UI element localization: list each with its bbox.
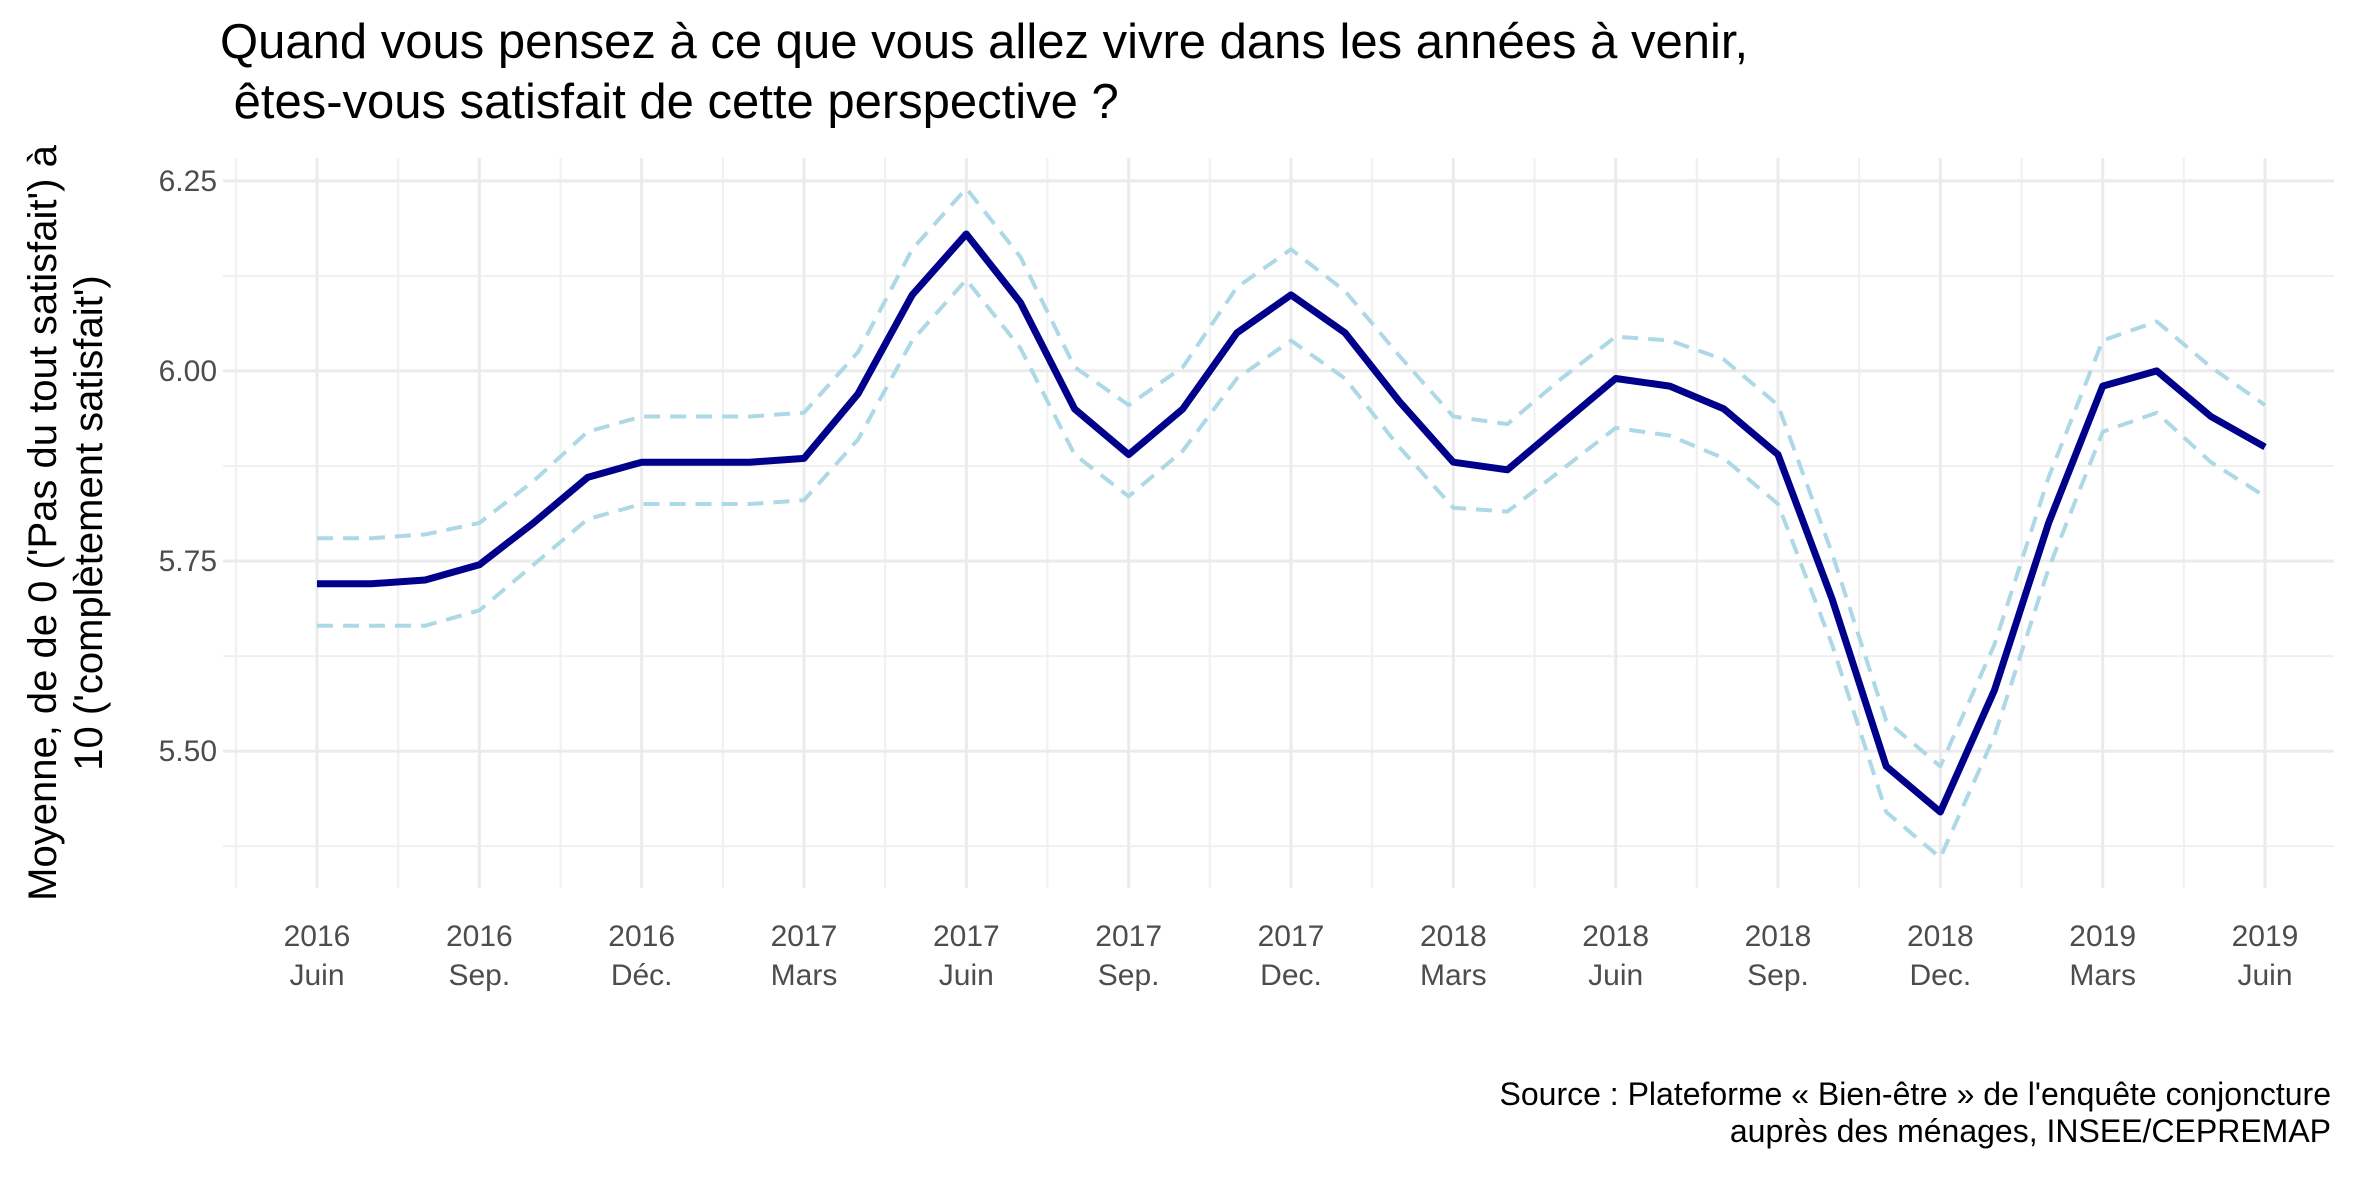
x-tick-month: Juin bbox=[2237, 959, 2292, 992]
x-tick-year: 2018 bbox=[1745, 920, 1812, 953]
x-tick-label: 2017 Dec. bbox=[1258, 920, 1325, 992]
x-tick-year: 2017 bbox=[771, 920, 838, 953]
x-tick-year: 2018 bbox=[1420, 920, 1487, 953]
x-tick-label: 2017 Juin bbox=[933, 920, 1000, 992]
x-tick-month: Mars bbox=[771, 959, 838, 992]
x-tick-label: 2019 Mars bbox=[2069, 920, 2136, 992]
confidence-line bbox=[317, 277, 2267, 860]
x-tick-label: 2016 Sep. bbox=[446, 920, 513, 992]
y-tick-label: 6.25 bbox=[159, 165, 217, 198]
x-tick-year: 2018 bbox=[1907, 920, 1974, 953]
x-tick-label: 2019 Juin bbox=[2232, 920, 2299, 992]
x-tick-year: 2019 bbox=[2069, 920, 2136, 953]
x-tick-label: 2017 Sep. bbox=[1095, 920, 1162, 992]
x-tick-month: Sep. bbox=[448, 959, 510, 992]
caption: auprès des ménages, INSEE/CEPREMAP bbox=[1730, 1113, 2331, 1149]
confidence-line bbox=[317, 186, 2267, 769]
x-tick-month: Mars bbox=[2069, 959, 2136, 992]
x-tick-label: 2018 Dec. bbox=[1907, 920, 1974, 992]
x-tick-label: 2018 Sep. bbox=[1745, 920, 1812, 992]
caption: Source : Plateforme « Bien-être » de l'e… bbox=[1500, 1076, 2332, 1112]
x-tick-month: Sep. bbox=[1747, 959, 1809, 992]
y-label-line: 10 ('complètement satisfait') bbox=[67, 275, 111, 770]
x-tick-year: 2016 bbox=[446, 920, 513, 953]
x-tick-label: 2018 Mars bbox=[1420, 920, 1487, 992]
x-tick-year: 2017 bbox=[933, 920, 1000, 953]
x-tick-year: 2018 bbox=[1582, 920, 1649, 953]
x-tick-month: Juin bbox=[939, 959, 994, 992]
y-tick-label: 5.50 bbox=[159, 735, 217, 768]
x-tick-month: Juin bbox=[289, 959, 344, 992]
x-tick-month: Sep. bbox=[1098, 959, 1160, 992]
x-tick-label: 2016 Juin bbox=[284, 920, 351, 992]
y-tick-label: 6.00 bbox=[159, 355, 217, 388]
x-tick-year: 2019 bbox=[2232, 920, 2299, 953]
chart-title: Quand vous pensez à ce que vous allez vi… bbox=[220, 15, 1748, 69]
x-tick-year: 2017 bbox=[1258, 920, 1325, 953]
y-tick-label: 5.75 bbox=[159, 545, 217, 578]
x-tick-year: 2016 bbox=[284, 920, 351, 953]
x-tick-year: 2017 bbox=[1095, 920, 1162, 953]
chart-title: êtes-vous satisfait de cette perspective… bbox=[220, 75, 1119, 129]
x-tick-year: 2016 bbox=[608, 920, 675, 953]
x-tick-label: 2017 Mars bbox=[771, 920, 838, 992]
x-tick-month: Mars bbox=[1420, 959, 1487, 992]
x-tick-label: 2018 Juin bbox=[1582, 920, 1649, 992]
x-tick-label: 2016 Déc. bbox=[608, 920, 675, 992]
y-label-line: Moyenne, de de 0 ('Pas du tout satisfait… bbox=[21, 144, 65, 900]
y-axis-label: Moyenne, de de 0 ('Pas du tout satisfait… bbox=[21, 144, 111, 900]
x-tick-month: Dec. bbox=[1260, 959, 1322, 992]
x-tick-month: Déc. bbox=[611, 959, 673, 992]
x-tick-month: Juin bbox=[1588, 959, 1643, 992]
mean-line bbox=[317, 230, 2267, 816]
x-tick-month: Dec. bbox=[1909, 959, 1971, 992]
